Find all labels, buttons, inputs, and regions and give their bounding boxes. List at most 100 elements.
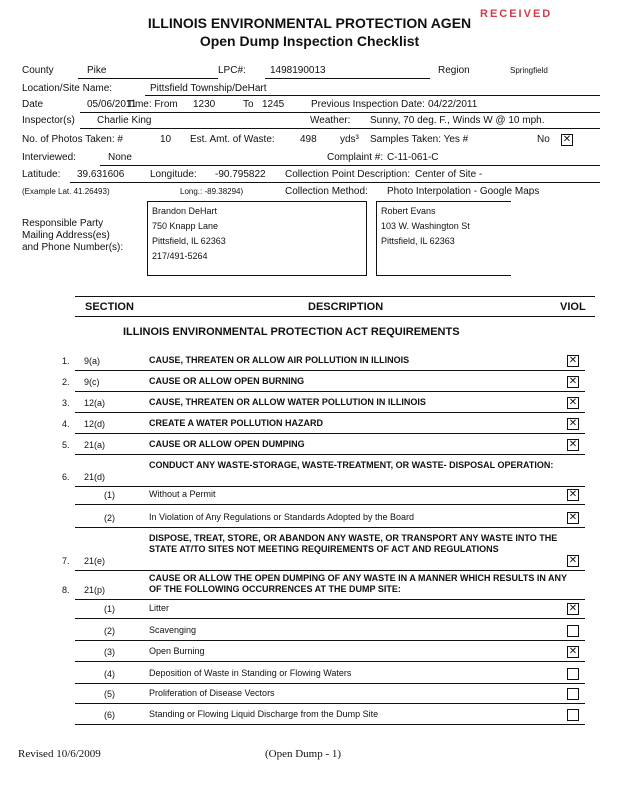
page-title: ILLINOIS ENVIRONMENTAL PROTECTION AGEN: [147, 15, 472, 31]
location-label: Location/Site Name:: [22, 83, 113, 94]
row-section: 12(d): [84, 419, 106, 429]
page-subtitle: Open Dump Inspection Checklist: [199, 33, 420, 49]
complaint-label: Complaint #:: [327, 152, 384, 163]
waste-value: 498: [300, 134, 317, 145]
row-number: 4.: [62, 419, 70, 429]
violation-checkbox[interactable]: ✕: [567, 355, 579, 367]
waste-label: Est. Amt. of Waste:: [190, 134, 275, 145]
row-section: (5): [104, 689, 115, 699]
interviewed-label: Interviewed:: [22, 152, 76, 163]
samples-no-label: No: [537, 134, 550, 145]
violation-checkbox[interactable]: [567, 625, 579, 637]
photos-label: No. of Photos Taken: #: [22, 134, 123, 145]
inspector-value: Charlie King: [97, 115, 152, 126]
violation-checkbox[interactable]: ✕: [567, 439, 579, 451]
weather-label: Weather:: [310, 115, 351, 126]
responsible-party-label: Responsible Party Mailing Address(es) and …: [22, 218, 124, 253]
row-section: (4): [104, 669, 115, 679]
description-header: DESCRIPTION: [308, 301, 384, 313]
longitude-value: -90.795822: [215, 169, 266, 180]
row-description: CREATE A WATER POLLUTION HAZARD: [149, 418, 323, 428]
row-description: CAUSE, THREATEN OR ALLOW AIR POLLUTION I…: [149, 355, 410, 365]
longitude-example: Long.: -89.38294): [180, 187, 244, 196]
violation-checkbox[interactable]: [567, 668, 579, 680]
prev-inspection-label: Previous Inspection Date:: [311, 99, 425, 110]
violation-checkbox[interactable]: [567, 688, 579, 700]
violation-checkbox[interactable]: ✕: [567, 397, 579, 409]
revised-date: Revised 10/6/2009: [18, 748, 101, 760]
row-section: 9(a): [84, 356, 101, 366]
row-description: DISPOSE, TREAT, STORE, OR ABANDON ANY WA…: [149, 533, 558, 554]
received-stamp: RECEIVED: [480, 8, 553, 20]
row-description: CAUSE OR ALLOW OPEN DUMPING: [149, 439, 305, 449]
collection-method-label: Collection Method:: [285, 186, 368, 197]
time-from-value: 1230: [193, 99, 216, 110]
row-section: 12(a): [84, 398, 106, 408]
row-section: 21(a): [84, 440, 106, 450]
row-description: CONDUCT ANY WASTE-STORAGE, WASTE-TREATME…: [149, 460, 554, 470]
row-number: 6.: [62, 472, 70, 482]
time-to-label: To: [243, 99, 254, 110]
row-section: (3): [104, 647, 115, 657]
date-label: Date: [22, 99, 44, 110]
viol-header: VIOL: [560, 301, 586, 313]
violation-checkbox[interactable]: ✕: [567, 512, 579, 524]
row-section: (2): [104, 513, 115, 523]
row-section: (6): [104, 710, 115, 720]
row-description: CAUSE OR ALLOW THE OPEN DUMPING OF ANY W…: [149, 573, 567, 594]
row-description: Without a Permit: [149, 489, 216, 499]
row-description: Litter: [149, 603, 170, 613]
section-header: SECTION: [85, 301, 134, 313]
row-number: 1.: [62, 356, 70, 366]
violation-checkbox[interactable]: ✕: [567, 555, 579, 567]
samples-no-checkbox[interactable]: ✕: [561, 134, 573, 146]
page-number: (Open Dump - 1): [265, 748, 342, 760]
latitude-value: 39.631606: [77, 169, 125, 180]
county-value: Pike: [87, 65, 107, 76]
violation-checkbox[interactable]: ✕: [567, 489, 579, 501]
violation-checkbox[interactable]: ✕: [567, 376, 579, 388]
violation-checkbox[interactable]: ✕: [567, 603, 579, 615]
row-number: 5.: [62, 440, 70, 450]
row-description: Standing or Flowing Liquid Discharge fro…: [149, 709, 379, 719]
row-section: 9(c): [84, 377, 100, 387]
time-to-value: 1245: [262, 99, 285, 110]
row-number: 8.: [62, 585, 70, 595]
row-section: (1): [104, 490, 115, 500]
row-section: (1): [104, 604, 115, 614]
row-section: (2): [104, 626, 115, 636]
act-requirements-heading: ILLINOIS ENVIRONMENTAL PROTECTION ACT RE…: [123, 326, 460, 338]
responsible-party-2: Robert Evans 103 W. Washington St Pittsfie…: [376, 201, 511, 276]
violation-checkbox[interactable]: ✕: [567, 418, 579, 430]
row-description: Proliferation of Disease Vectors: [149, 688, 275, 698]
date-value: 05/06/2011: [87, 99, 137, 110]
interviewed-value: None: [108, 152, 132, 163]
row-description: In Violation of Any Regulations or Stand…: [149, 512, 415, 522]
collection-point-label: Collection Point Description:: [285, 169, 411, 180]
row-number: 3.: [62, 398, 70, 408]
samples-label: Samples Taken: Yes #: [370, 134, 469, 145]
collection-method-value: Photo Interpolation - Google Maps: [387, 186, 540, 197]
location-value: Pittsfield Township/DeHart: [150, 83, 267, 94]
violation-checkbox[interactable]: [567, 709, 579, 721]
waste-unit: yds³: [340, 134, 359, 145]
responsible-party-1: Brandon DeHart 750 Knapp Lane Pittsfield, …: [147, 201, 367, 276]
prev-inspection-value: 04/22/2011: [428, 99, 478, 110]
latitude-label: Latitude:: [22, 169, 61, 180]
longitude-label: Longitude:: [150, 169, 197, 180]
row-description: Deposition of Waste in Standing or Flowi…: [149, 668, 352, 678]
row-description: Scavenging: [149, 625, 197, 635]
latitude-example: (Example Lat. 41.26493): [22, 187, 110, 196]
collection-point-value: Center of Site -: [415, 169, 483, 180]
violation-checkbox[interactable]: ✕: [567, 646, 579, 658]
row-number: 7.: [62, 556, 70, 566]
row-section: 21(e): [84, 556, 106, 566]
lpc-value: 1498190013: [270, 65, 326, 76]
row-section: 21(p): [84, 585, 106, 595]
time-from-label: Time: From: [127, 99, 178, 110]
row-description: Open Burning: [149, 646, 205, 656]
row-section: 21(d): [84, 472, 106, 482]
weather-value: Sunny, 70 deg. F., Winds W @ 10 mph.: [370, 115, 545, 126]
photos-value: 10: [160, 134, 172, 145]
region-label: Region: [438, 65, 470, 76]
